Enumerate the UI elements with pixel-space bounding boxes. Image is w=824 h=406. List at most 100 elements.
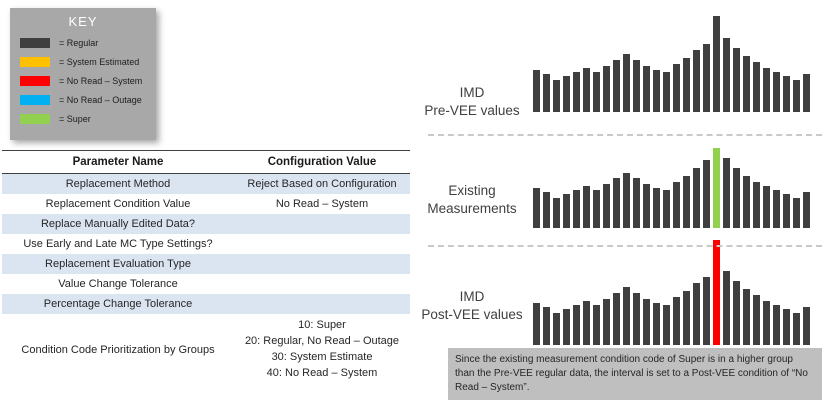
table-row: Value Change Tolerance: [2, 274, 410, 294]
interval-bar: [683, 58, 690, 112]
interval-bar: [543, 74, 550, 112]
interval-bar: [683, 176, 690, 228]
interval-bar: [703, 277, 710, 345]
interval-bar: [783, 309, 790, 345]
no-read-system-bar: [713, 240, 720, 345]
interval-bar: [793, 198, 800, 228]
interval-bar: [793, 313, 800, 345]
interval-bar: [623, 54, 630, 112]
interval-bar: [793, 80, 800, 112]
interval-bar: [723, 38, 730, 112]
interval-bar: [663, 72, 670, 112]
interval-bar: [573, 190, 580, 228]
interval-bar: [633, 178, 640, 228]
param-cell: Replace Manually Edited Data?: [2, 214, 234, 234]
legend-label: = Super: [59, 114, 91, 124]
interval-bar: [693, 168, 700, 228]
interval-bar: [623, 287, 630, 345]
legend-item-super: = Super: [20, 114, 156, 124]
chart-label-pre-vee: IMD Pre-VEE values: [424, 85, 520, 118]
legend-item-no-read-system: = No Read – System: [20, 76, 156, 86]
interval-bar: [733, 281, 740, 345]
legend-item-regular: = Regular: [20, 38, 156, 48]
legend-key-box: KEY = Regular = System Estimated = No Re…: [10, 8, 156, 140]
no-read-outage-swatch-icon: [20, 95, 50, 105]
interval-bar: [733, 48, 740, 112]
param-cell: Replacement Condition Value: [45, 198, 191, 210]
interval-bar: [583, 68, 590, 112]
table-row: Replace Manually Edited Data?: [2, 214, 410, 234]
table-row: Condition Code Prioritization by Groups …: [2, 314, 410, 386]
value-cell: [234, 214, 410, 234]
interval-bar: [673, 297, 680, 345]
interval-bar: [573, 72, 580, 112]
interval-bar: [743, 289, 750, 345]
interval-bar: [803, 192, 810, 228]
interval-bar: [783, 76, 790, 112]
legend-item-system-estimated: = System Estimated: [20, 57, 156, 67]
param-cell: Replacement Method: [2, 173, 234, 194]
value-cell: [234, 294, 410, 314]
interval-bar: [733, 168, 740, 228]
interval-bar: [583, 301, 590, 345]
table-row: Replacement Evaluation Type: [2, 254, 410, 274]
legend-label: = Regular: [59, 38, 99, 48]
interval-bar: [543, 192, 550, 228]
param-cell: Condition Code Prioritization by Groups: [21, 343, 215, 356]
interval-bar: [773, 190, 780, 228]
interval-bar: [693, 283, 700, 345]
param-cell: Percentage Change Tolerance: [2, 294, 234, 314]
interval-bar: [653, 188, 660, 228]
interval-bar: [773, 305, 780, 345]
interval-bar: [613, 178, 620, 228]
chart-label-existing: Existing Measurements: [427, 183, 517, 216]
interval-bar: [613, 293, 620, 345]
interval-bar: [723, 158, 730, 228]
table-row: Percentage Change Tolerance: [2, 294, 410, 314]
value-cell: [234, 254, 410, 274]
legend-item-no-read-outage: = No Read – Outage: [20, 95, 156, 105]
super-swatch-icon: [20, 114, 50, 124]
interval-bar: [803, 74, 810, 112]
interval-bar: [753, 295, 760, 345]
system-estimated-swatch-icon: [20, 57, 50, 67]
interval-bar: [573, 305, 580, 345]
header-configuration-value: Configuration Value: [234, 150, 410, 174]
param-cell: Replacement Evaluation Type: [2, 254, 234, 274]
table-header-row: Parameter Name Configuration Value: [2, 150, 410, 174]
table-row: Use Early and Late MC Type Settings?: [2, 234, 410, 254]
value-cell: [234, 274, 410, 294]
interval-bar: [603, 184, 610, 228]
interval-bar: [653, 303, 660, 345]
interval-bar: [753, 62, 760, 112]
interval-bar: [533, 70, 540, 112]
interval-bar: [763, 68, 770, 112]
interval-bar: [753, 182, 760, 228]
no-read-system-swatch-icon: [20, 76, 50, 86]
regular-swatch-icon: [20, 38, 50, 48]
interval-bar: [613, 60, 620, 112]
interval-bar: [543, 307, 550, 345]
interval-bar: [643, 184, 650, 228]
interval-bar: [673, 182, 680, 228]
interval-bar: [633, 293, 640, 345]
interval-bar: [643, 299, 650, 345]
interval-bar: [723, 271, 730, 345]
interval-bar: [553, 80, 560, 112]
interval-bar: [563, 76, 570, 112]
interval-bar: [553, 198, 560, 228]
explanation-callout: Since the existing measurement condition…: [448, 348, 822, 400]
param-cell: Use Early and Late MC Type Settings?: [23, 238, 213, 250]
value-cell: Reject Based on Configuration: [234, 173, 410, 194]
bar-chart-existing: [533, 148, 810, 228]
interval-bar: [583, 186, 590, 228]
interval-bar: [603, 66, 610, 112]
interval-bar: [553, 313, 560, 345]
interval-bar: [763, 301, 770, 345]
chart-label-post-vee: IMD Post-VEE values: [421, 289, 523, 322]
legend-label: = No Read – Outage: [59, 95, 142, 105]
interval-bar: [593, 72, 600, 112]
interval-bar: [713, 16, 720, 112]
interval-bar: [593, 190, 600, 228]
